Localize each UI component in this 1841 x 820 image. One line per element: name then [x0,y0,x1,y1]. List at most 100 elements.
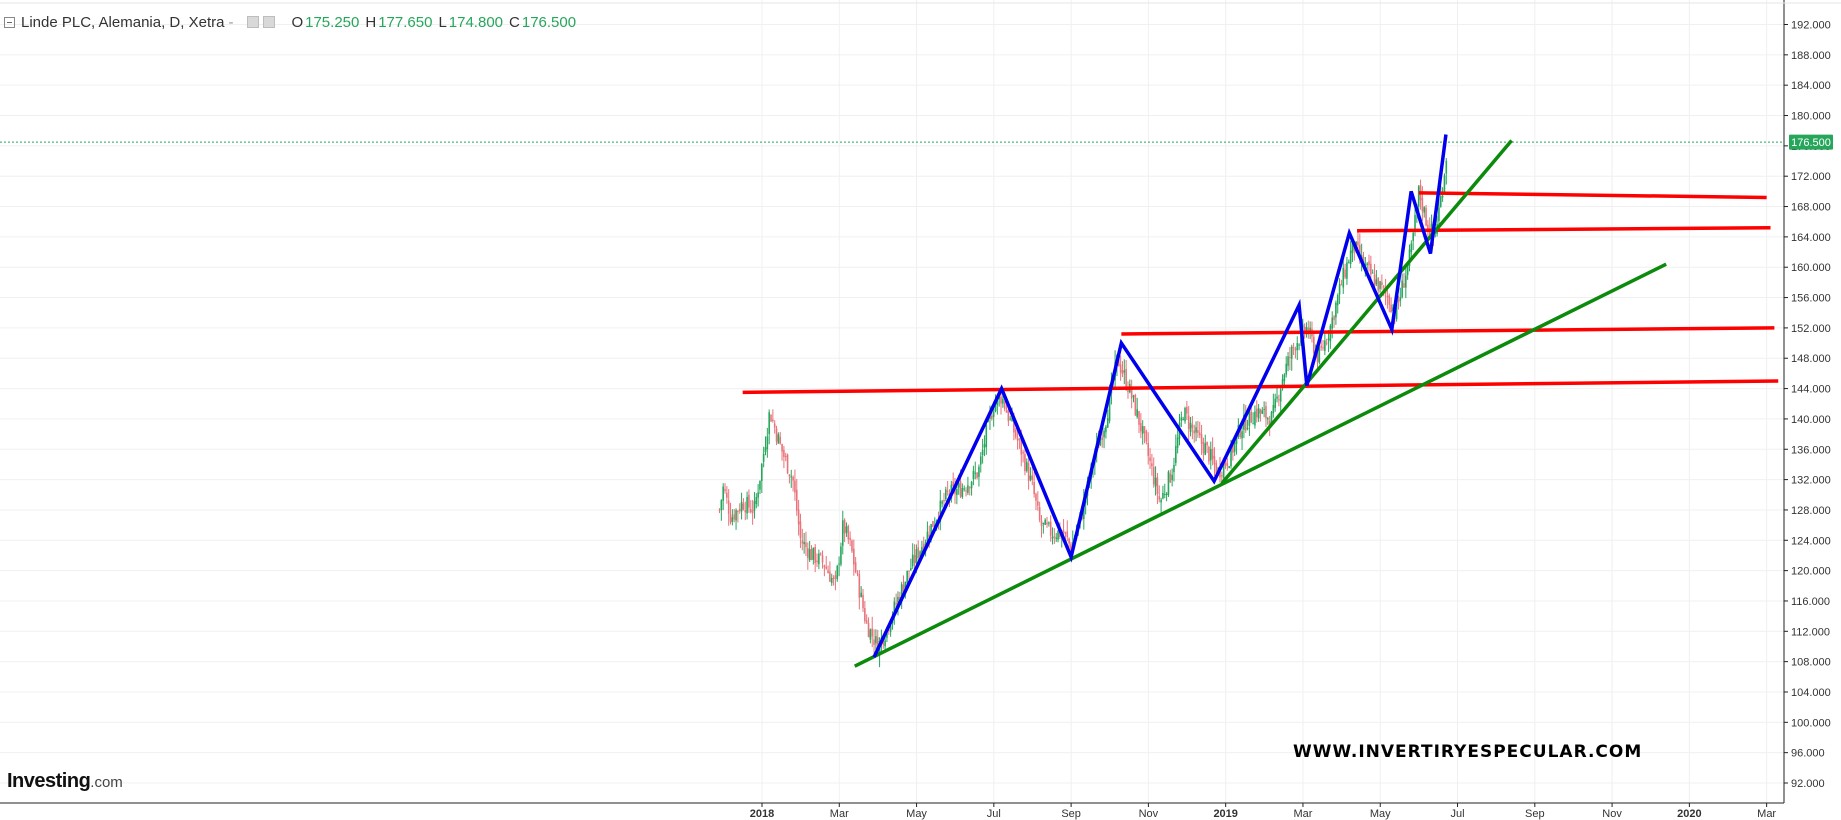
candle-body [1344,269,1346,278]
candle-body [1162,492,1164,499]
candle-body [1156,477,1159,494]
candle-body [1197,430,1199,433]
candle-body [818,553,820,565]
candle-body [1053,536,1056,538]
candle-body [1263,408,1265,410]
chart-grid [0,0,1784,803]
candle-body [1182,419,1184,421]
time-tick-label: Nov [1139,808,1159,820]
candle-body [1257,408,1260,419]
candle-body [922,544,925,551]
candle-body [1033,482,1035,495]
logo-main: Investing [7,770,91,792]
candle-body [1382,286,1385,288]
settings-icon[interactable] [247,16,260,28]
time-tick-label: 2019 [1213,808,1237,820]
price-tick-label: 164.000 [1791,232,1831,244]
candle-body [1232,444,1234,453]
candle-body [889,625,892,632]
candle-body [827,570,829,574]
candle-body [825,566,828,569]
candle-body [1357,241,1359,246]
candle-body [814,546,816,564]
candle-body [737,511,739,513]
candle-body [1397,299,1400,303]
candle-body [838,563,840,565]
candle-body [976,472,978,478]
candle-body [991,415,993,420]
candle-body [1127,387,1129,393]
candle-body [845,526,848,533]
candle-body [843,519,846,534]
candle-body [854,562,857,573]
candle-body [790,476,793,478]
candle-body [1046,522,1048,525]
close-value: 176.500 [521,13,577,31]
candle-body [1230,444,1232,467]
candle-body [1292,347,1295,349]
candle-body [718,509,721,511]
candle-body [808,549,811,560]
trend-line [853,262,1667,668]
candle-body [1417,186,1420,207]
price-tick-label: 184.000 [1791,80,1831,92]
candle-body [841,520,844,546]
candle-body [1051,536,1054,539]
candle-body [1145,431,1148,442]
candle-body [724,489,726,491]
candle-body [1390,304,1392,313]
candle-body [1250,411,1253,423]
candle-body [1193,430,1196,434]
price-tick-label: 180.000 [1791,111,1831,123]
candle-body [1298,344,1300,346]
price-tick-label: 152.000 [1791,323,1831,335]
candle-body [1290,346,1293,359]
price-axis[interactable]: 92.000 96.000 100.000 104.000 108.000 112.000… [1784,20,1831,791]
candle-body [1187,415,1190,429]
candle-body [862,594,864,609]
candle-body [1359,245,1361,258]
candle-body [731,517,734,522]
candle-body [1002,398,1004,404]
candle-body [729,514,732,523]
candle-body [965,490,967,492]
candle-body [1000,396,1002,404]
candle-body [832,577,835,579]
candle-body [1195,427,1197,433]
candle-body [1213,456,1216,465]
candle-body [851,540,853,552]
time-tick-label: Mar [1293,808,1312,820]
candle-body [1125,368,1127,389]
candle-body [1366,263,1368,265]
candle-body [1283,374,1286,382]
candle-body [1224,460,1227,466]
candle-body [930,524,932,541]
annotations [742,134,1779,668]
time-axis[interactable]: 2018 Mar May Jul Sep Nov 2019 Mar May Jul Sep Nov 20… [750,803,1777,820]
candle-body [1007,409,1010,422]
candle-body [1399,297,1402,301]
symbol-title[interactable]: Linde PLC, Alemania, D, Xetra [21,13,225,31]
candle-body [941,501,943,504]
candle-body [1171,474,1173,481]
time-tick-label: Nov [1602,808,1622,820]
current-price-tag: 176.500 [1789,134,1833,150]
candle-body [1189,422,1192,432]
close-icon[interactable] [263,16,276,28]
candle-body [1158,496,1161,500]
candle-body [1200,434,1203,444]
investing-logo[interactable]: Investing.com [7,770,123,793]
candle-body [1375,279,1378,285]
candle-body [1281,379,1284,388]
candle-body [1261,410,1264,414]
candle-body [1386,295,1389,298]
candle-body [1427,224,1429,229]
candle-body [1025,461,1028,471]
candle-body [1406,264,1409,276]
candle-body [834,575,837,579]
collapse-icon[interactable] [4,16,15,28]
candle-body [816,560,818,563]
price-tick-label: 192.000 [1791,20,1831,32]
open-value: 175.250 [305,13,360,31]
